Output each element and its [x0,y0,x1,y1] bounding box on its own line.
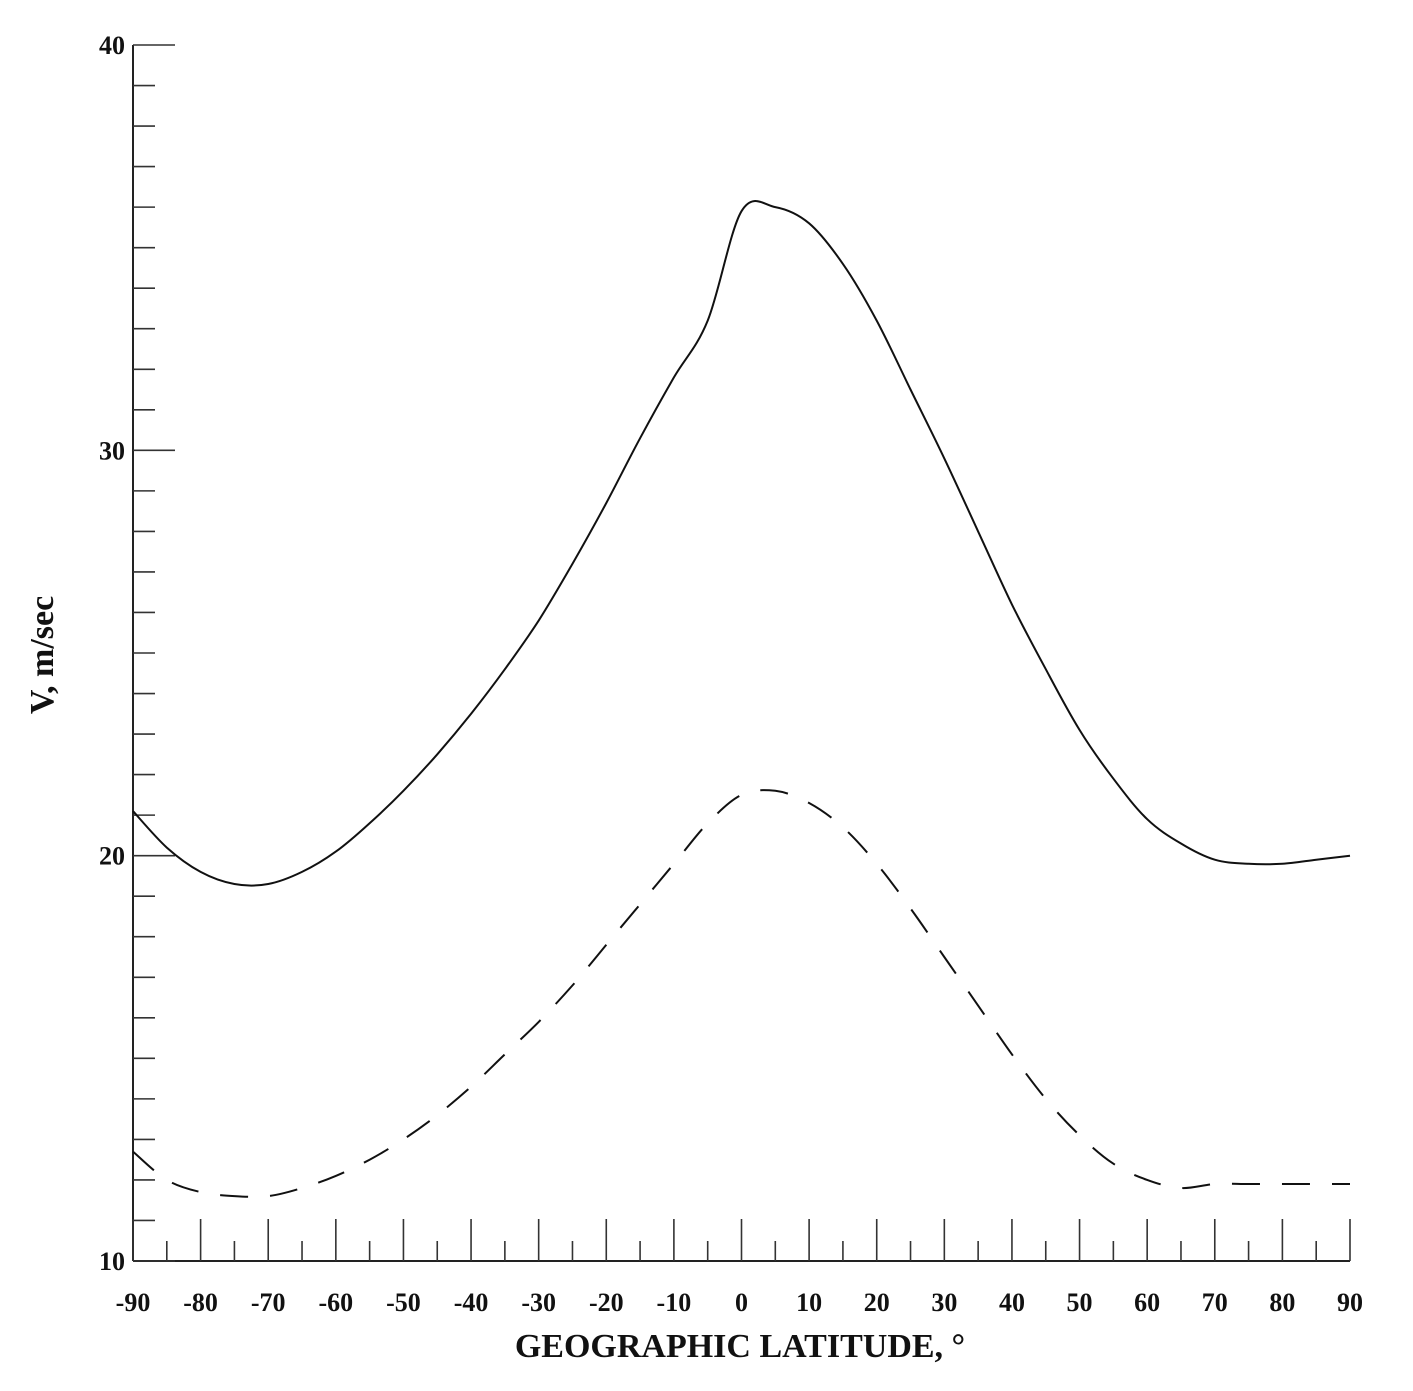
x-tick-label: -90 [116,1288,151,1317]
tick-labels: 10 20 30 40 -90 -80 -70 -60 -50 -40 -30 -20 -10 0 10 20… [99,31,1363,1317]
x-axis-title: GEOGRAPHIC LATITUDE, ° [515,1328,965,1365]
y-tick-label: 30 [99,436,125,465]
x-tick-label: -40 [454,1288,489,1317]
x-tick-label: -10 [657,1288,692,1317]
axes [132,44,1351,1262]
series-group [132,200,1351,1198]
x-tick-label: 60 [1134,1288,1160,1317]
y-axis-title: V, m/sec [24,596,61,714]
x-tick-label: -60 [318,1288,353,1317]
y-tick-label: 10 [99,1247,125,1276]
solid-series-line [132,200,1351,887]
x-tick-label: 20 [864,1288,890,1317]
x-tick-label: 10 [796,1288,822,1317]
x-tick-label: 40 [999,1288,1025,1317]
y-tick-label: 40 [99,31,125,60]
x-tick-label: -50 [386,1288,421,1317]
y-tick-label: 20 [99,842,125,871]
x-tick-label: 30 [931,1288,957,1317]
x-tick-label: 70 [1202,1288,1228,1317]
x-tick-label: -20 [589,1288,624,1317]
dashed-series-line [132,789,1350,1198]
x-tick-label: -70 [251,1288,286,1317]
x-tick-label: 50 [1067,1288,1093,1317]
x-tick-label: 90 [1337,1288,1363,1317]
x-tick-label: 80 [1269,1288,1295,1317]
x-tick-label: -80 [183,1288,218,1317]
x-tick-label: 0 [735,1288,748,1317]
x-tick-label: -30 [521,1288,556,1317]
